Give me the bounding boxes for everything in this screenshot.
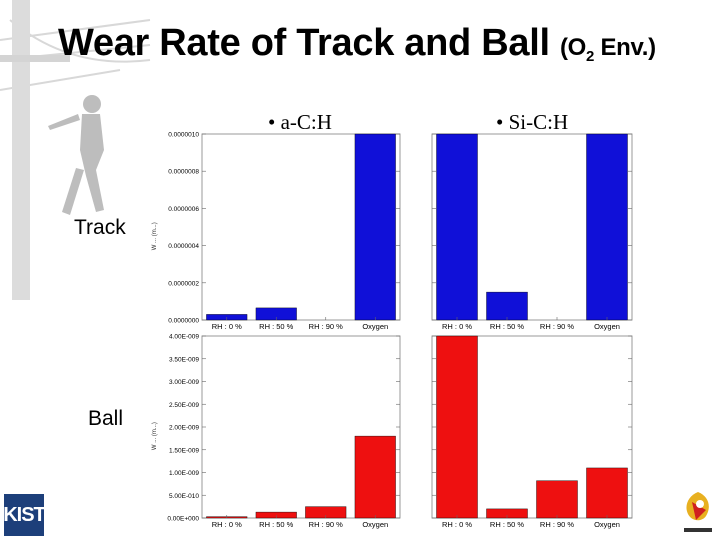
chart-si-ch-ball: RH : 0 % RH : 50 % RH : 90 % Oxygen — [431, 335, 633, 529]
category-label: Oxygen — [362, 520, 388, 529]
y-tick-label: 3.50E-009 — [169, 356, 199, 363]
bar — [536, 480, 578, 519]
category-label: RH : 0 % — [442, 322, 472, 331]
bar — [436, 133, 478, 321]
title-env-close: Env.) — [594, 34, 656, 61]
category-label: RH : 90 % — [540, 322, 575, 331]
chart-si-ch-track: RH : 0 % RH : 50 % RH : 90 % Oxygen — [431, 133, 633, 331]
slide-title: Wear Rate of Track and Ball (O2 Env.) — [58, 22, 656, 65]
category-label: RH : 50 % — [490, 520, 525, 529]
bar — [436, 335, 478, 519]
title-env-sub: 2 — [586, 47, 595, 65]
institute-logo — [684, 492, 712, 532]
bar — [354, 133, 396, 321]
chart-a-ch-ball: 0.00E+000 5.00E-010 1.00E-009 1.50E-009 2.00… — [152, 334, 401, 529]
category-label: RH : 90 % — [540, 520, 575, 529]
category-label: RH : 50 % — [259, 520, 294, 529]
y-tick-label: 1.00E-009 — [169, 470, 199, 477]
category-label: Oxygen — [362, 322, 388, 331]
chart-a-ch-track: 0.0000000 0.0000002 0.0000004 0.0000006 0.00… — [152, 132, 401, 331]
bar — [586, 133, 628, 321]
row-label-ball: Ball — [88, 407, 124, 430]
y-tick-label: 0.0000008 — [168, 169, 199, 176]
column-label-a-ch: • a-C:H — [268, 110, 332, 134]
category-label: RH : 90 % — [309, 322, 344, 331]
y-tick-label: 0.0000004 — [168, 243, 199, 250]
y-tick-label: 2.00E-009 — [169, 425, 199, 432]
category-label: RH : 0 % — [442, 520, 472, 529]
y-tick-label: 0.00E+000 — [167, 516, 199, 523]
category-label: RH : 50 % — [259, 322, 294, 331]
title-env-open: (O — [559, 34, 587, 61]
y-tick-label: 1.50E-009 — [169, 447, 199, 454]
kist-logo: KIST — [3, 494, 46, 536]
y-tick-label: 0.0000010 — [168, 132, 199, 139]
y-axis-label: W ... (m...) — [152, 222, 158, 250]
row-label-track: Track — [74, 216, 126, 239]
kist-logo-text: KIST — [3, 503, 46, 526]
category-label: Oxygen — [594, 322, 620, 331]
y-tick-label: 3.00E-009 — [169, 379, 199, 386]
category-label: RH : 90 % — [309, 520, 344, 529]
y-axis-label: W ... (m...) — [152, 422, 158, 450]
category-label: RH : 0 % — [212, 520, 242, 529]
y-tick-label: 0.0000000 — [168, 318, 199, 325]
category-label: RH : 50 % — [490, 322, 525, 331]
y-tick-label: 0.0000006 — [168, 206, 199, 213]
bar — [354, 435, 396, 519]
column-label-si-ch: • Si-C:H — [496, 110, 569, 134]
bar — [486, 291, 528, 321]
utility-pole-illustration — [0, 0, 151, 300]
bar — [586, 467, 628, 519]
y-tick-label: 5.00E-010 — [169, 493, 199, 500]
y-tick-label: 4.00E-009 — [169, 334, 199, 341]
y-tick-label: 0.0000002 — [168, 280, 199, 287]
y-tick-label: 2.50E-009 — [169, 402, 199, 409]
category-label: Oxygen — [594, 520, 620, 529]
title-main: Wear Rate of Track and Ball — [58, 22, 550, 64]
category-label: RH : 0 % — [212, 322, 242, 331]
